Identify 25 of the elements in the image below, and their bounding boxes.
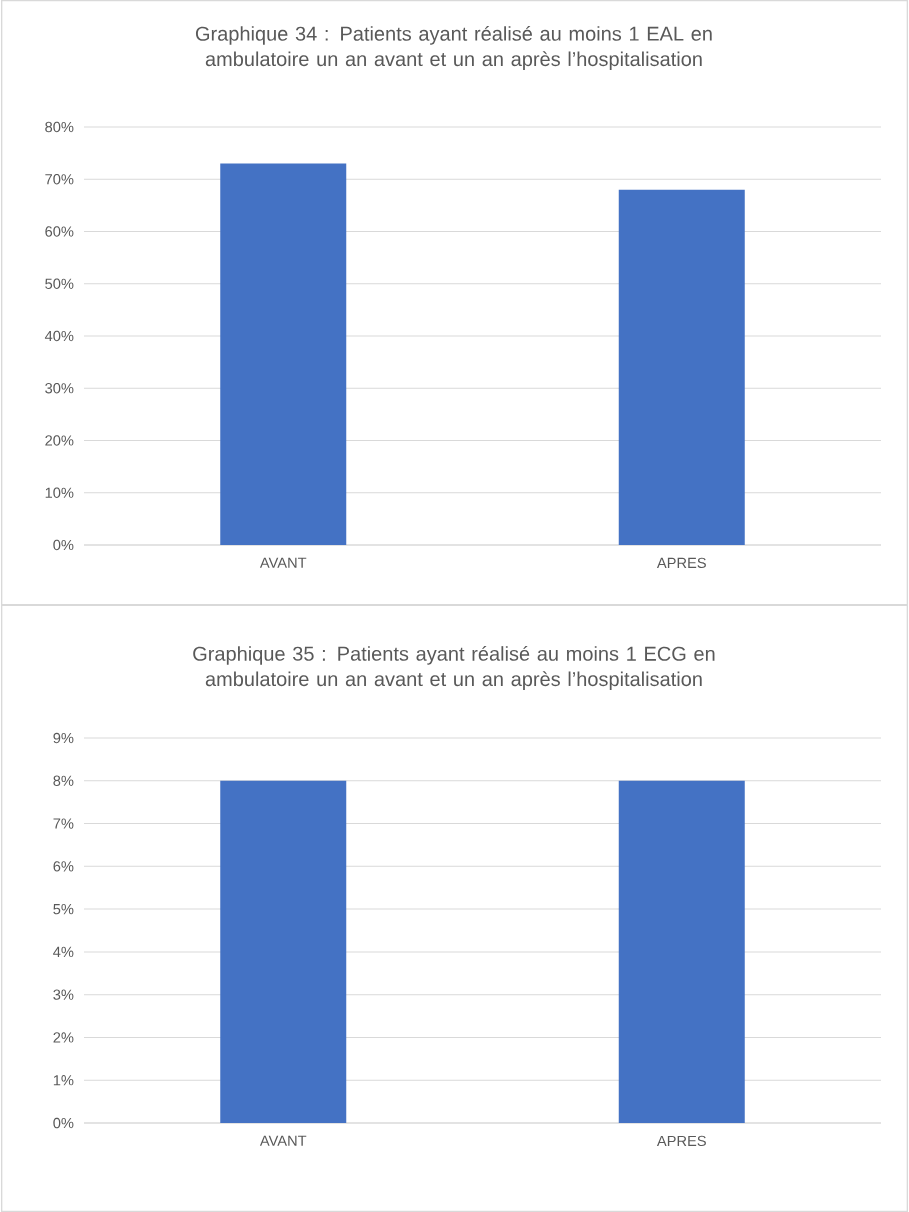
y-tick-label: 0% bbox=[53, 539, 74, 551]
y-tick-label: 1% bbox=[53, 1075, 74, 1086]
x-tick-label: APRES bbox=[656, 557, 706, 569]
y-tick-label: 6% bbox=[53, 861, 74, 872]
y-tick-label: 8% bbox=[53, 775, 74, 786]
y-tick-label: 30% bbox=[45, 383, 74, 394]
y-tick-label: 10% bbox=[45, 487, 74, 498]
y-tick-label: 20% bbox=[45, 435, 74, 446]
y-tick-label: 2% bbox=[53, 1032, 74, 1043]
y-tick-label: 9% bbox=[53, 732, 74, 744]
y-tick-label: 3% bbox=[53, 989, 74, 1000]
y-tick-label: 40% bbox=[44, 330, 74, 342]
x-tick-label: AVANT bbox=[259, 1135, 307, 1146]
y-tick-label: 4% bbox=[53, 946, 74, 958]
x-tick-label: AVANT bbox=[259, 557, 307, 568]
chart-title: Graphique 34 : Patients ayant réalisé au moins 1 EAL en ambulatoire un an avant et un an après l’hospitalisation bbox=[195, 25, 712, 71]
chart-title: Graphique 35 : Patients ayant réalisé au moins 1 ECG en ambulatoire un an avant et un an après l’hospitalisation bbox=[193, 645, 715, 691]
y-tick-label: 50% bbox=[45, 278, 74, 289]
x-tick-label: APRES bbox=[656, 1135, 706, 1147]
y-tick-label: 0% bbox=[53, 1117, 74, 1129]
y-tick-label: 70% bbox=[45, 174, 74, 185]
y-tick-label: 80% bbox=[45, 121, 74, 133]
y-tick-label: 7% bbox=[53, 818, 74, 829]
y-tick-label: 5% bbox=[53, 903, 74, 915]
y-tick-label: 60% bbox=[45, 226, 74, 237]
